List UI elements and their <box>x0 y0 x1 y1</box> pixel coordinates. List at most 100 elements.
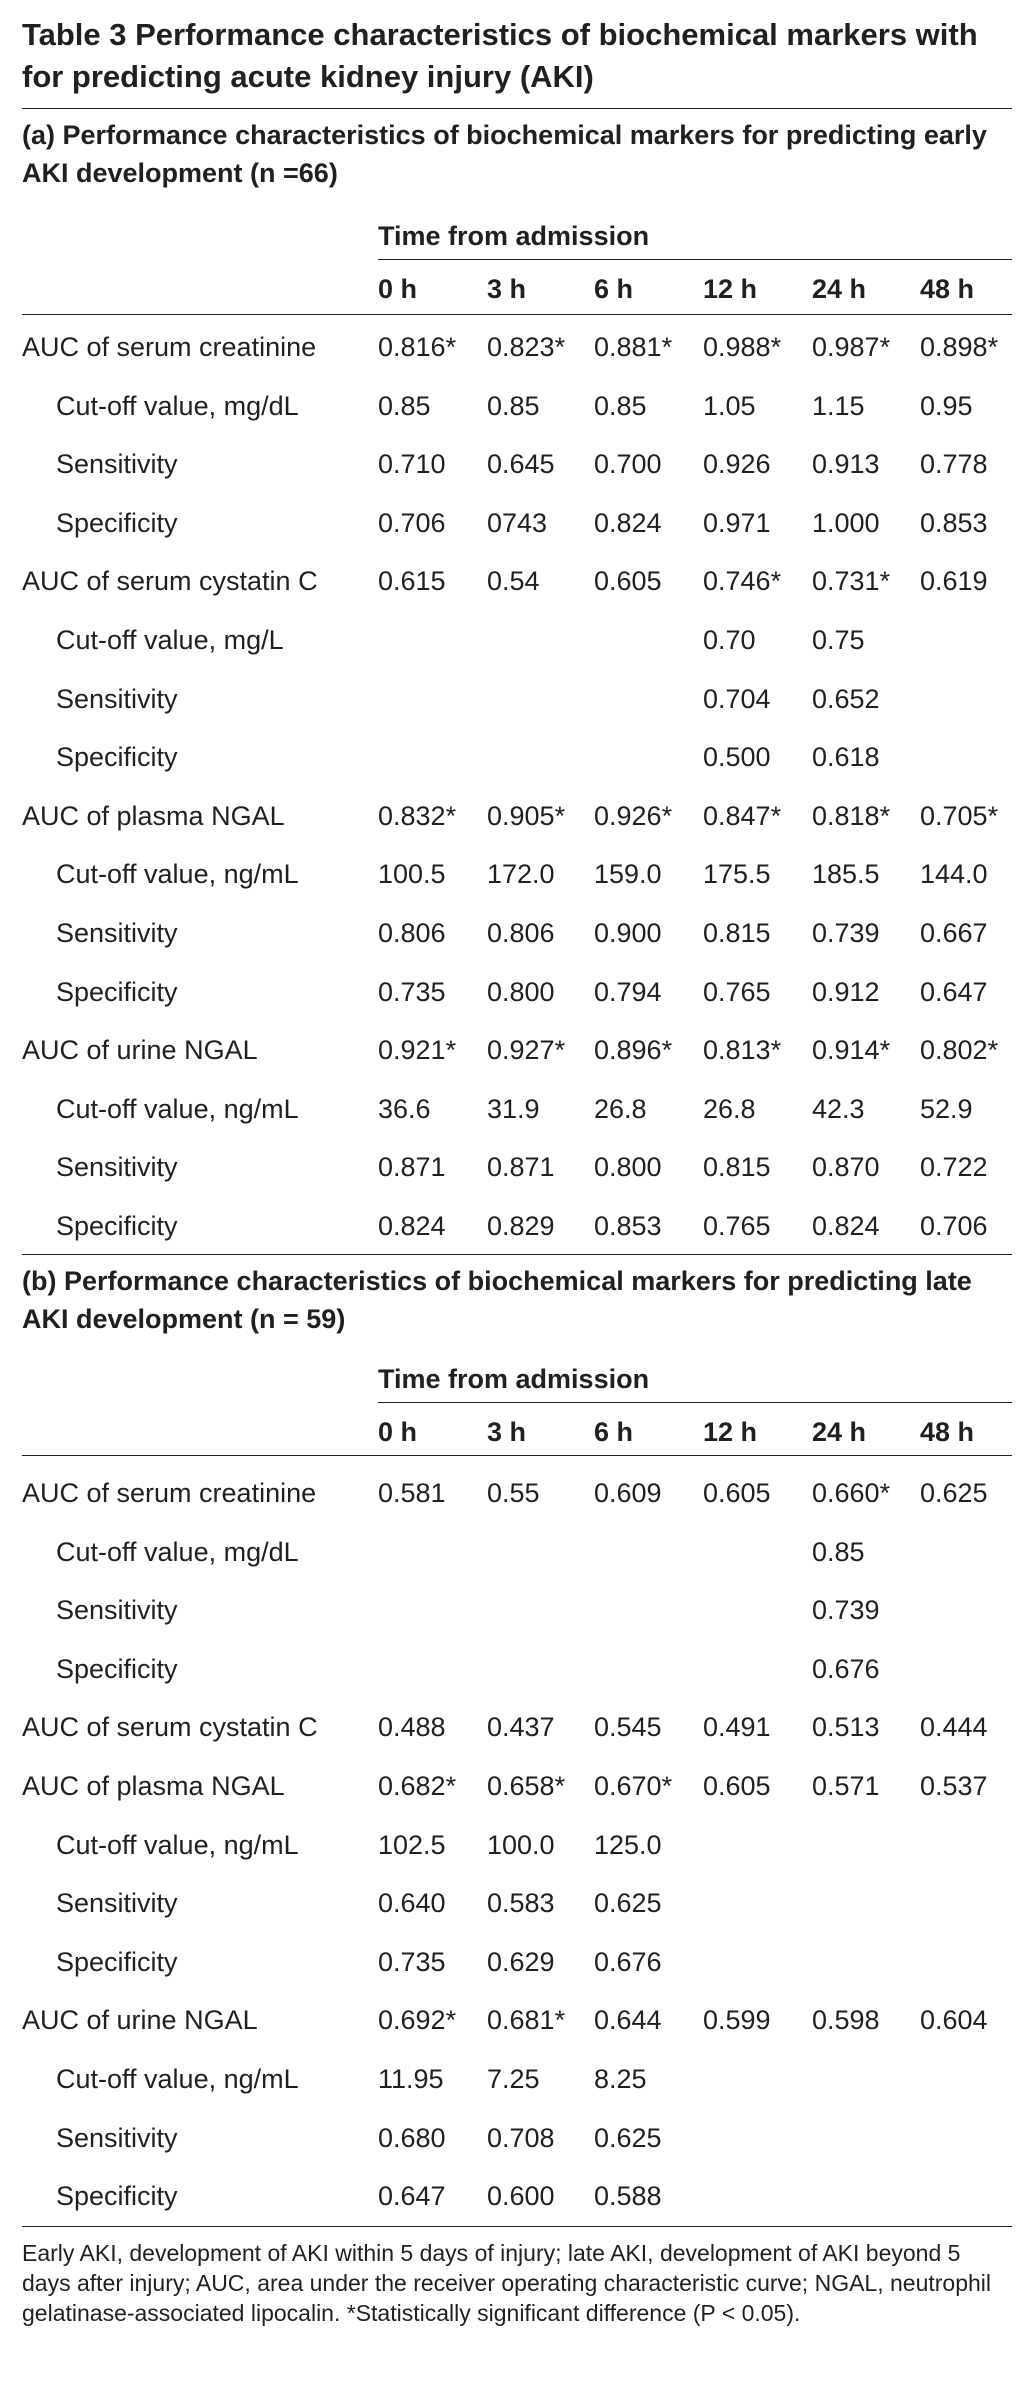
table-row: Sensitivity 0.806 0.806 0.900 0.815 0.739 0.66… <box>0 914 1022 952</box>
row-label: AUC of plasma NGAL <box>22 1771 285 1801</box>
table-cell: 0.746* <box>703 566 782 597</box>
table-cell: 0.545 <box>594 1712 662 1743</box>
table-cell: 0.681* <box>487 2005 566 2036</box>
section-a-col-0h: 0 h <box>378 274 418 304</box>
table-cell: 0.735 <box>378 976 446 1007</box>
section-b-col-12h: 12 h <box>703 1417 758 1447</box>
row-label: Specificity <box>56 1211 178 1241</box>
table-cell: 0.600 <box>487 2181 555 2212</box>
table-cell: 0.871 <box>487 1152 555 1183</box>
table-cell: 0.971 <box>703 507 771 538</box>
table-cell: 0.832* <box>378 800 457 831</box>
table-row: Sensitivity 0.739 <box>0 1591 1022 1629</box>
table-cell: 0.75 <box>812 625 865 655</box>
table-cell: 0.853 <box>920 507 988 538</box>
table-cell: 0.625 <box>594 2122 662 2153</box>
table-cell: 0.670* <box>594 1771 673 1801</box>
row-label: AUC of urine NGAL <box>22 1035 258 1066</box>
table-cell: 0.605 <box>703 1771 771 1801</box>
table-row: Specificity 0.647 0.600 0.588 <box>0 2177 1022 2215</box>
table-cell: 0.987* <box>812 332 891 362</box>
section-b-header-rule <box>22 1455 1012 1456</box>
table-cell: 7.25 <box>487 2064 540 2094</box>
section-a-col-24h: 24 h <box>812 274 867 304</box>
table-cell: 0.660* <box>812 1478 891 1508</box>
row-label: Sensitivity <box>56 918 178 948</box>
table-footnote: Early AKI, development of AKI within 5 d… <box>22 2240 992 2326</box>
table-cell: 0.537 <box>920 1771 988 1801</box>
row-label: Cut-off value, ng/mL <box>56 859 299 890</box>
table-cell: 1.05 <box>703 390 756 421</box>
table-cell: 0.444 <box>920 1712 988 1743</box>
table-cell: 0.604 <box>920 2005 988 2036</box>
table-cell: 0.605 <box>703 1478 771 1508</box>
table-row: Specificity 0.735 0.629 0.676 <box>0 1943 1022 1981</box>
table-cell: 0.706 <box>920 1211 988 1241</box>
table-cell: 0.926 <box>703 449 771 480</box>
table-cell: 125.0 <box>594 1829 662 1860</box>
table-cell: 0.735 <box>378 1946 446 1977</box>
table-cell: 0.676 <box>812 1653 880 1684</box>
table-row: Cut-off value, ng/mL 11.95 7.25 8.25 <box>0 2060 1022 2098</box>
table-cell: 0.629 <box>487 1946 555 1977</box>
table-cell: 0.682* <box>378 1771 457 1801</box>
table-cell: 0.640 <box>378 1888 446 1919</box>
table-cell: 0743 <box>487 507 548 538</box>
row-label: Specificity <box>56 1653 178 1684</box>
table-cell: 0.645 <box>487 449 555 480</box>
table-cell: 0.802* <box>920 1035 999 1066</box>
table-cell: 0.765 <box>703 1211 771 1241</box>
section-a-bottom-rule <box>22 1254 1012 1255</box>
table-row: AUC of plasma NGAL 0.832* 0.905* 0.926* 0.84… <box>0 797 1022 835</box>
table-cell: 0.581 <box>378 1478 446 1508</box>
table-cell: 0.676 <box>594 1946 662 1977</box>
table-row: Specificity 0.676 <box>0 1650 1022 1688</box>
section-b-col-48h: 48 h <box>920 1417 975 1447</box>
table-title: Table 3 Performance characteristics of b… <box>22 17 978 94</box>
table-cell: 0.571 <box>812 1771 880 1801</box>
table-cell: 0.704 <box>703 683 771 714</box>
table-row: Sensitivity 0.710 0.645 0.700 0.926 0.913 0.77… <box>0 445 1022 483</box>
table-cell: 0.700 <box>594 449 662 480</box>
table-cell: 0.815 <box>703 918 771 948</box>
table-row: Cut-off value, mg/dL 0.85 <box>0 1533 1022 1571</box>
table-cell: 0.824 <box>594 507 662 538</box>
row-label: AUC of serum creatinine <box>22 1478 317 1508</box>
table-cell: 0.823* <box>487 332 566 362</box>
table-cell: 0.618 <box>812 742 880 773</box>
table-row: Sensitivity 0.704 0.652 <box>0 680 1022 718</box>
row-label: Cut-off value, mg/L <box>56 625 284 655</box>
table-row: AUC of urine NGAL 0.692* 0.681* 0.644 0.599 0… <box>0 2001 1022 2039</box>
table-cell: 0.609 <box>594 1478 662 1508</box>
table-row: Cut-off value, ng/mL 100.5 172.0 159.0 175.5… <box>0 855 1022 893</box>
table-cell: 0.722 <box>920 1152 988 1183</box>
table-cell: 144.0 <box>920 859 988 890</box>
table-row: Cut-off value, mg/L 0.70 0.75 <box>0 621 1022 659</box>
table-cell: 0.437 <box>487 1712 555 1743</box>
section-b-col-24h: 24 h <box>812 1417 867 1447</box>
section-a-col-3h: 3 h <box>487 274 527 304</box>
table-cell: 0.818* <box>812 800 891 831</box>
title-rule <box>22 108 1012 109</box>
section-b-bottom-rule <box>22 2226 1012 2227</box>
table-row: Sensitivity 0.871 0.871 0.800 0.815 0.870 0.72… <box>0 1148 1022 1186</box>
table-cell: 0.871 <box>378 1152 446 1183</box>
row-label: AUC of urine NGAL <box>22 2005 258 2036</box>
table-cell: 0.70 <box>703 625 756 655</box>
table-cell: 0.905* <box>487 800 566 831</box>
table-cell: 0.85 <box>378 390 431 421</box>
table-cell: 11.95 <box>378 2064 444 2094</box>
table-cell: 102.5 <box>378 1829 446 1860</box>
table-cell: 0.824 <box>812 1211 880 1241</box>
table-cell: 0.731* <box>812 566 891 597</box>
table-cell: 26.8 <box>703 1093 756 1124</box>
table-cell: 0.708 <box>487 2122 555 2153</box>
table-cell: 0.988* <box>703 332 782 362</box>
row-label: Specificity <box>56 507 178 538</box>
table-cell: 31.9 <box>487 1093 540 1124</box>
table-cell: 1.15 <box>812 390 865 421</box>
table-cell: 0.605 <box>594 566 662 597</box>
row-label: Sensitivity <box>56 1152 178 1183</box>
table-cell: 0.870 <box>812 1152 880 1183</box>
